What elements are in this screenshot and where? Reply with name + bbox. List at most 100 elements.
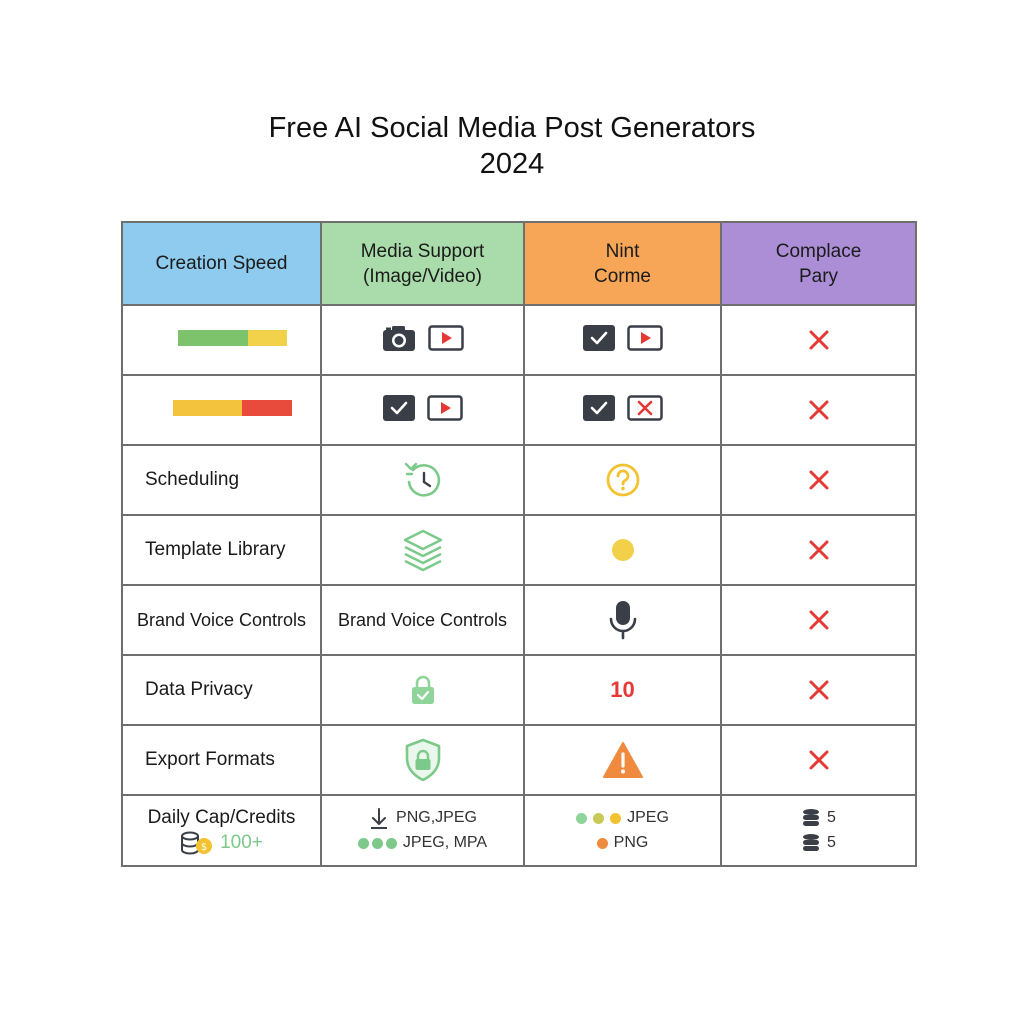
row-label-cell: Template Library [121, 514, 322, 586]
table-row: Brand Voice Controls Brand Voice Control… [121, 584, 917, 656]
col4-cell [720, 304, 917, 376]
media-cell [320, 374, 525, 446]
download-icon [371, 808, 388, 829]
col3-cell [523, 584, 722, 656]
coins-icon: $ [181, 831, 213, 854]
speed-bar [177, 329, 288, 346]
media-format-line-2: JPEG, MPA [323, 831, 522, 856]
col3-cell [523, 724, 722, 796]
comparison-table: Creation Speed Media Support (Image/Vide… [121, 221, 917, 867]
col3-cell: JPEG PNG [523, 794, 722, 867]
col4-cell [720, 584, 917, 656]
col3-cell [523, 514, 722, 586]
speed-bar-segment-yellow [247, 329, 288, 346]
table-row [121, 304, 917, 376]
table-row: Scheduling [121, 444, 917, 516]
speed-bar-segment-red [242, 399, 293, 416]
svg-text:$: $ [201, 842, 207, 853]
cross-icon [809, 330, 828, 350]
credits-value: 100+ [220, 831, 263, 853]
row-label: Export Formats [145, 749, 275, 770]
header-media-support: Media Support (Image/Video) [320, 221, 525, 306]
speed-bar-cell [121, 374, 322, 446]
speed-bar-segment-green [177, 329, 248, 346]
credits-line: $ 100+ [124, 830, 319, 855]
shield-lock-icon [405, 738, 440, 782]
play-icon [427, 324, 464, 351]
lock-icon [411, 675, 434, 704]
coin-stack-icon [803, 834, 820, 851]
table-row [121, 374, 917, 446]
warning-icon [602, 742, 643, 778]
row-label-cell: Scheduling [121, 444, 322, 516]
play-icon [426, 394, 463, 421]
row-label-cell: Daily Cap/Credits $ 100+ [121, 794, 322, 867]
camera-icon [382, 325, 415, 351]
checkbox-icon [382, 394, 415, 421]
coin-stack-icon [803, 809, 820, 826]
col3-cell [523, 304, 722, 376]
table-row: Daily Cap/Credits $ 100+ PNG,JPEG [121, 794, 917, 867]
col4-cell [720, 374, 917, 446]
checkbox-icon [582, 324, 615, 351]
col4-cell [720, 654, 917, 726]
speed-bar-segment-yellow [172, 399, 243, 416]
title-line-1: Free AI Social Media Post Generators [268, 112, 756, 144]
col4-line-2: 5 [723, 831, 914, 856]
media-cell: Brand Voice Controls [320, 584, 525, 656]
checkbox-icon [582, 394, 615, 421]
header-complace-pary: Complace Pary [720, 221, 917, 306]
table-row: Template Library [121, 514, 917, 586]
table-row: Data Privacy 10 [121, 654, 917, 726]
media-format-line-1: PNG,JPEG [323, 806, 522, 831]
page-title: Free AI Social Media Post Generators 202… [0, 110, 1024, 182]
media-cell: PNG,JPEG JPEG, MPA [320, 794, 525, 867]
col4-cell [720, 444, 917, 516]
cross-icon [809, 470, 828, 490]
orange-dot-icon [596, 837, 608, 849]
cross-icon [809, 540, 828, 560]
header-row: Creation Speed Media Support (Image/Vide… [121, 221, 917, 306]
layers-icon [403, 529, 442, 572]
row-label-cell: Brand Voice Controls [121, 584, 322, 656]
cross-icon [809, 750, 828, 770]
col3-number: 10 [610, 677, 635, 702]
col4-cell [720, 724, 917, 796]
media-cell [320, 514, 525, 586]
speed-bar-cell [121, 304, 322, 376]
cross-icon [809, 610, 828, 630]
media-cell [320, 304, 525, 376]
media-text: Brand Voice Controls [337, 609, 508, 630]
row-label: Brand Voice Controls [136, 609, 307, 630]
green-dots-icon [357, 837, 397, 849]
media-cell [320, 724, 525, 796]
header-nint-corme: Nint Corme [523, 221, 722, 306]
speed-bar [172, 399, 293, 416]
x-box-icon [626, 394, 663, 421]
col3-format-line-1: JPEG [526, 806, 719, 831]
yellow-dot-icon [611, 539, 634, 561]
colored-dots-icon [576, 812, 622, 824]
cross-icon [809, 680, 828, 700]
col4-cell: 5 5 [720, 794, 917, 867]
col3-format-line-2: PNG [526, 831, 719, 856]
row-label-cell: Data Privacy [121, 654, 322, 726]
col4-line-1: 5 [723, 806, 914, 831]
question-icon [606, 463, 639, 497]
clock-icon [404, 462, 440, 497]
media-cell [320, 444, 525, 516]
col3-cell: 10 [523, 654, 722, 726]
row-label: Data Privacy [145, 679, 253, 700]
col3-cell [523, 374, 722, 446]
row-label: Template Library [145, 539, 286, 560]
play-icon [626, 324, 663, 351]
microphone-icon [609, 601, 636, 640]
row-label: Daily Cap/Credits [147, 807, 296, 828]
header-creation-speed: Creation Speed [121, 221, 322, 306]
row-label-cell: Export Formats [121, 724, 322, 796]
table-row: Export Formats [121, 724, 917, 796]
title-line-2: 2024 [479, 148, 545, 180]
col3-cell [523, 444, 722, 516]
col4-cell [720, 514, 917, 586]
row-label: Scheduling [145, 469, 240, 490]
